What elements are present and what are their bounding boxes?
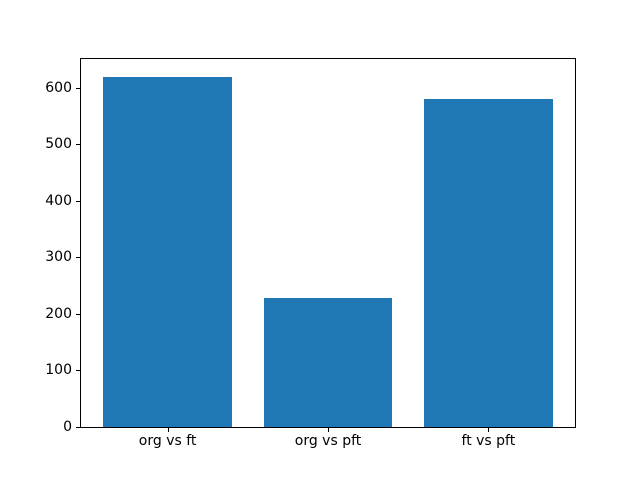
bar xyxy=(103,76,232,427)
x-tick-label: org vs pft xyxy=(294,433,362,449)
x-tick-label: ft vs pft xyxy=(461,433,516,449)
y-tick-mark xyxy=(76,257,80,259)
y-tick-label: 400 xyxy=(45,192,72,209)
bar xyxy=(263,298,393,427)
y-tick-mark xyxy=(76,144,80,146)
y-tick-mark xyxy=(76,313,80,315)
bar xyxy=(424,99,553,427)
y-tick-label: 200 xyxy=(45,305,72,322)
y-tick-mark xyxy=(76,370,80,372)
y-tick-label: 500 xyxy=(45,136,72,153)
x-tick-label: org vs ft xyxy=(138,433,197,449)
x-tick-mark xyxy=(488,428,490,432)
y-tick-mark xyxy=(76,427,80,428)
y-tick-mark xyxy=(76,200,80,202)
y-tick-label: 600 xyxy=(45,79,72,96)
y-tick-label: 100 xyxy=(45,362,72,379)
plot-area xyxy=(80,58,576,428)
y-tick-label: 300 xyxy=(45,249,72,266)
x-tick-mark xyxy=(328,428,329,432)
y-tick-label: 0 xyxy=(63,419,72,435)
y-tick-mark xyxy=(76,87,80,89)
x-tick-mark xyxy=(167,428,169,432)
